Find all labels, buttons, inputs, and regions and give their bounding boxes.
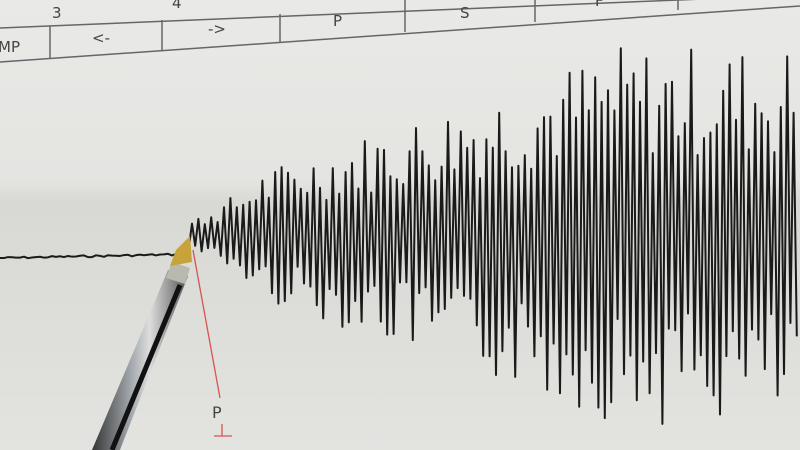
header-table xyxy=(0,0,800,63)
header-bottom-cell: MP xyxy=(0,38,20,56)
header-top-cell: 3 xyxy=(52,4,62,22)
header-top-cell: S xyxy=(460,4,470,22)
header-bottom-cell: -> xyxy=(208,20,226,38)
p-wave-marker: P xyxy=(192,249,232,437)
header-top-cell: F xyxy=(595,0,604,10)
seismogram-trace xyxy=(0,47,798,425)
header-bottom-cell: P xyxy=(333,12,342,30)
header-bottom-cell: <- xyxy=(92,29,110,47)
header-top-cell: 4 xyxy=(172,0,182,12)
p-wave-label: P xyxy=(212,403,222,422)
pen-icon xyxy=(92,236,192,450)
